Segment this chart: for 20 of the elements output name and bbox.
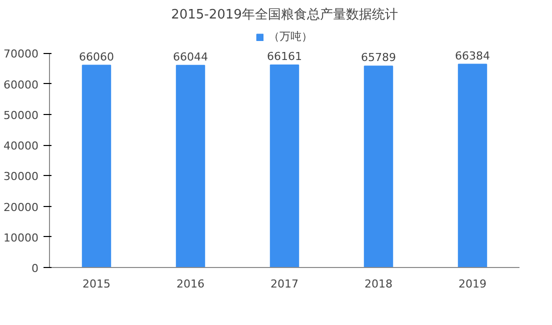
x-tick-label: 2018 [364,278,393,290]
x-tick-label: 2016 [176,278,205,290]
y-tick-label: 0 [32,262,38,275]
x-tick-label: 2017 [270,278,299,290]
y-tick-label: 40000 [4,140,39,153]
chart-title: 2015-2019年全国粮食总产量数据统计 [171,8,398,22]
data-label: 66384 [455,49,490,62]
y-tick-label: 60000 [4,78,39,92]
y-tick-label: 10000 [4,231,39,244]
y-tick-label: 50000 [4,108,39,122]
x-tick-label: 2015 [82,278,111,290]
data-label: 66044 [173,50,208,64]
y-tick-label: 30000 [4,170,39,184]
data-label: 66161 [267,50,302,63]
x-tick-label: 2019 [458,278,487,290]
y-tick-label: 20000 [4,200,39,214]
y-tick-label: 70000 [4,48,39,61]
legend-label: （万吨） [268,29,312,44]
data-label: 66060 [79,50,114,64]
data-label: 65789 [361,51,396,64]
